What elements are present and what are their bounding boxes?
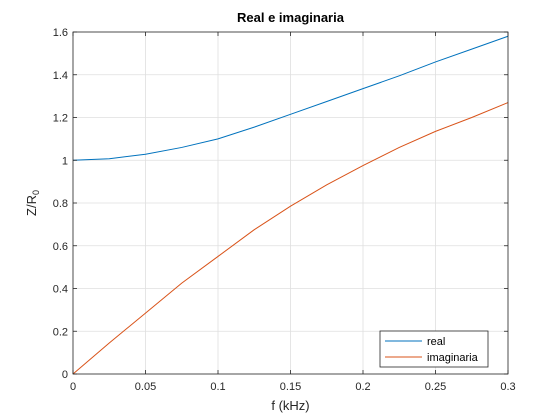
- x-tick-label: 0.15: [280, 381, 301, 393]
- y-tick-label: 0.4: [53, 284, 68, 296]
- x-tick-label: 0.3: [500, 381, 515, 393]
- x-tick-label: 0.1: [210, 381, 225, 393]
- chart-title: Real e imaginaria: [237, 10, 345, 25]
- y-axis-title-main: Z/R: [24, 195, 39, 216]
- y-tick-label: 1.2: [53, 113, 68, 125]
- y-tick-label: 1: [62, 155, 68, 167]
- y-tick-label: 0.8: [53, 198, 68, 210]
- x-axis-title: f (kHz): [271, 398, 309, 413]
- y-tick-label: 1.4: [53, 70, 68, 82]
- y-tick-label: 0.2: [53, 326, 68, 338]
- y-tick-label: 1.6: [53, 27, 68, 39]
- legend-label-real: real: [427, 336, 445, 348]
- y-tick-label: 0: [62, 369, 68, 381]
- y-axis-title-subscript: 0: [31, 190, 41, 195]
- x-tick-label: 0.25: [425, 381, 446, 393]
- legend: real imaginaria: [380, 331, 488, 367]
- x-tick-label: 0.05: [135, 381, 156, 393]
- x-tick-label: 0: [70, 381, 76, 393]
- x-tick-label: 0.2: [355, 381, 370, 393]
- y-tick-label: 0.6: [53, 241, 68, 253]
- legend-label-imaginaria: imaginaria: [427, 352, 479, 364]
